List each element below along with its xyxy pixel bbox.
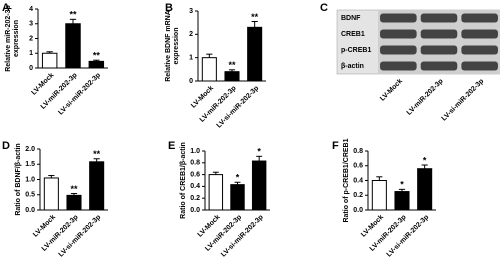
significance-label: ** — [251, 12, 259, 22]
y-axis-label: expression — [13, 20, 20, 57]
panel-letter: C — [320, 2, 328, 14]
blot-row-label: p-CREB1 — [341, 47, 371, 54]
bar — [66, 194, 82, 211]
y-tick-label: 0 — [189, 78, 193, 85]
blot-band — [420, 61, 458, 71]
bar — [89, 161, 105, 211]
bar — [371, 180, 387, 211]
y-tick-label: 1 — [29, 50, 33, 57]
y-tick-label: 0.8 — [190, 160, 200, 167]
significance-label: ** — [69, 10, 77, 20]
y-tick-label: 0.4 — [353, 177, 363, 184]
bar — [224, 71, 240, 82]
significance-label: * — [400, 180, 404, 190]
x-tick-label: LV-si-miR-202-3p — [441, 78, 486, 123]
y-axis-label: Ratio of BDNF/β-actin — [15, 143, 22, 215]
y-tick-label: 4 — [29, 6, 33, 13]
blot-band — [380, 13, 417, 23]
panel-letter: D — [2, 140, 10, 152]
panel-letter: B — [165, 2, 173, 14]
blot-band — [380, 29, 417, 39]
blot-band — [461, 61, 498, 71]
bar — [394, 191, 410, 211]
bar — [247, 26, 263, 82]
y-tick-label: 0.6 — [353, 163, 363, 170]
blot-band — [461, 45, 498, 55]
panel-letter: F — [332, 140, 339, 152]
y-tick-label: 0.6 — [190, 171, 200, 178]
x-tick-label: LV-si-miR-202-3p — [58, 214, 103, 259]
bar — [88, 60, 105, 69]
panel-letter: E — [168, 140, 175, 152]
y-tick-label: 0.4 — [190, 183, 200, 190]
bar — [201, 57, 217, 82]
bar — [41, 52, 58, 69]
blot-band — [420, 29, 458, 39]
y-tick-label: 0.5 — [25, 192, 35, 199]
blot-band — [380, 61, 417, 71]
significance-label: ** — [70, 184, 78, 194]
significance-label: ** — [228, 60, 236, 70]
blot-band — [461, 13, 498, 23]
y-tick-label: 0.2 — [190, 195, 200, 202]
y-tick-label: 1.0 — [190, 148, 200, 155]
y-tick-label: 0.2 — [353, 192, 363, 199]
significance-label: * — [423, 155, 427, 165]
significance-label: * — [236, 173, 240, 183]
significance-label: ** — [93, 51, 101, 61]
y-tick-label: 2 — [29, 35, 33, 42]
blot-band — [420, 13, 458, 23]
bar — [43, 177, 59, 211]
y-axis-label: Relative miR-202-3p — [5, 5, 12, 72]
x-tick-label: LV-si-miR-202-3p — [57, 72, 102, 117]
y-tick-label: 1.0 — [25, 176, 35, 183]
y-tick-label: 0 — [29, 65, 33, 72]
y-tick-label: 0.0 — [190, 207, 200, 214]
y-tick-label: 1 — [189, 55, 193, 62]
y-axis-label: Ratio of CREB1/β-actin — [180, 142, 187, 219]
y-tick-label: 0.0 — [353, 207, 363, 214]
significance-label: * — [257, 147, 261, 157]
y-axis-label: Ratio of p-CREB1/CREB1 — [343, 138, 350, 222]
bar — [208, 174, 224, 211]
y-tick-label: 3 — [189, 8, 193, 15]
panel-letter: A — [2, 2, 10, 14]
blot-row-label: BDNF — [341, 15, 361, 22]
blot-band — [380, 45, 417, 55]
y-tick-label: 2.0 — [25, 146, 35, 153]
x-tick-label: LV-miR-202-3p — [406, 78, 445, 117]
blot-band — [461, 29, 498, 39]
bar — [251, 160, 267, 211]
bar — [417, 168, 433, 211]
bar — [230, 184, 245, 211]
y-axis-label: expression — [173, 28, 180, 65]
bar — [65, 23, 81, 69]
y-tick-label: 0.8 — [353, 148, 363, 155]
y-axis-label: Relative BDNF mRNA — [165, 10, 172, 82]
y-tick-label: 3 — [29, 21, 33, 28]
x-tick-label: LV-si-miR-202-3p — [220, 214, 265, 259]
y-tick-label: 0.0 — [25, 207, 35, 214]
x-tick-label: LV-si-miR-202-3p — [216, 85, 261, 130]
blot-band — [420, 45, 458, 55]
significance-label: ** — [93, 149, 101, 159]
x-tick-label: LV-si-miR-202-3p — [386, 214, 431, 259]
y-tick-label: 2 — [189, 31, 193, 38]
y-tick-label: 1.5 — [25, 161, 35, 168]
blot-row-label: CREB1 — [341, 31, 365, 38]
x-tick-label: LV-Mock — [379, 78, 404, 103]
blot-row-label: β-actin — [341, 63, 364, 70]
